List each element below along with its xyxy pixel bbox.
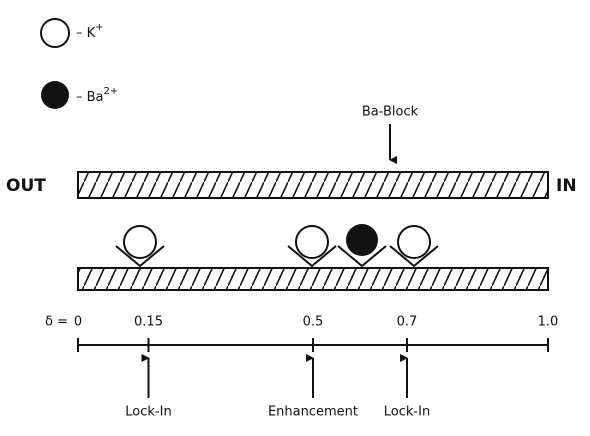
marker-label: Lock-In bbox=[125, 405, 171, 420]
scale-label: 0 bbox=[74, 315, 82, 330]
sites bbox=[115, 224, 439, 268]
marker-label: Enhancement bbox=[268, 405, 358, 420]
ba-icon bbox=[41, 81, 69, 109]
legend-k: – K+ bbox=[76, 22, 104, 41]
membrane-top bbox=[77, 171, 549, 199]
scale-label: 0.5 bbox=[303, 315, 324, 330]
out-label: OUT bbox=[6, 176, 46, 196]
scale-label: 0.7 bbox=[397, 315, 418, 330]
scale-label: 0.15 bbox=[134, 315, 163, 330]
membrane-bottom bbox=[77, 267, 549, 291]
legend-ba: – Ba2+ bbox=[76, 86, 118, 105]
in-label: IN bbox=[556, 176, 577, 196]
block-label: Ba-Block bbox=[362, 105, 419, 120]
scale-label: 1.0 bbox=[538, 315, 559, 330]
marker-label: Lock-In bbox=[384, 405, 430, 420]
k-icon bbox=[40, 18, 70, 48]
scale-symbol: δ = bbox=[45, 315, 68, 330]
